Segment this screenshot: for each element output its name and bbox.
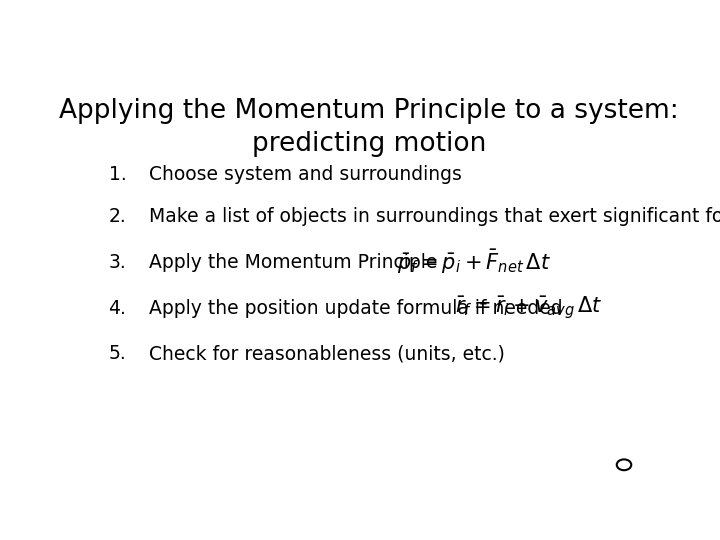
Text: Choose system and surroundings: Choose system and surroundings: [148, 165, 462, 185]
Text: Apply the Momentum Principle: Apply the Momentum Principle: [148, 253, 437, 272]
Text: Make a list of objects in surroundings that exert significant forces on system: Make a list of objects in surroundings t…: [148, 207, 720, 226]
Text: $\bar{r}_f = \bar{r}_i + \bar{v}_{avg}\,\Delta t$: $\bar{r}_f = \bar{r}_i + \bar{v}_{avg}\,…: [456, 294, 603, 321]
Text: Applying the Momentum Principle to a system:
predicting motion: Applying the Momentum Principle to a sys…: [59, 98, 679, 157]
Text: 4.: 4.: [109, 299, 126, 318]
Text: Check for reasonableness (units, etc.): Check for reasonableness (units, etc.): [148, 345, 505, 363]
Text: Apply the position update formula if needed: Apply the position update formula if nee…: [148, 299, 562, 318]
Text: 2.: 2.: [109, 207, 126, 226]
Text: $\bar{p}_f = \bar{p}_i + \bar{F}_{net}\,\Delta t$: $\bar{p}_f = \bar{p}_i + \bar{F}_{net}\,…: [397, 248, 551, 276]
Text: 3.: 3.: [109, 253, 126, 272]
Text: 1.: 1.: [109, 165, 126, 185]
Text: 5.: 5.: [109, 345, 126, 363]
